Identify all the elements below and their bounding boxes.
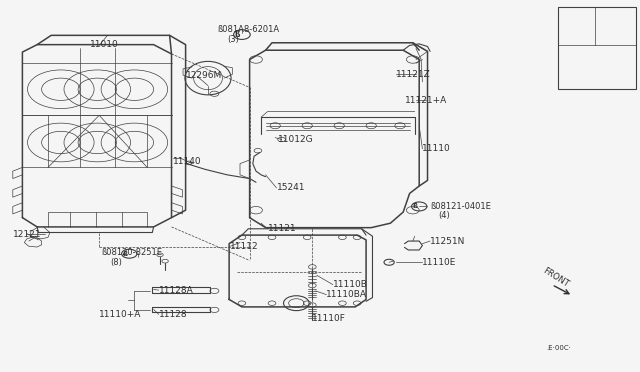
Text: 11112: 11112 — [230, 242, 259, 251]
Text: ß08121-0401E: ß08121-0401E — [430, 202, 491, 211]
Text: ß: ß — [412, 203, 417, 209]
Text: 11121Z: 11121Z — [396, 70, 430, 79]
Text: (3): (3) — [227, 35, 239, 44]
Bar — [558, 7, 636, 89]
Text: ß081A8-6201A: ß081A8-6201A — [218, 25, 280, 34]
Text: ß: ß — [122, 251, 127, 257]
Text: 11251N: 11251N — [430, 237, 465, 246]
Text: 11140: 11140 — [173, 157, 202, 166]
Text: 11110B: 11110B — [333, 280, 367, 289]
Text: .E·00C·: .E·00C· — [546, 345, 571, 351]
Text: ß08120-8251E: ß08120-8251E — [101, 248, 162, 257]
Text: 11128A: 11128A — [159, 286, 193, 295]
Text: 15241: 15241 — [276, 183, 305, 192]
Text: 11110E: 11110E — [422, 258, 457, 267]
Text: 11110F: 11110F — [312, 314, 346, 323]
Text: 11010: 11010 — [90, 40, 118, 49]
Text: 11110: 11110 — [422, 144, 451, 153]
Text: FRONT: FRONT — [541, 266, 570, 289]
Text: (8): (8) — [111, 258, 123, 267]
Text: 11012G: 11012G — [278, 135, 314, 144]
Text: 11128: 11128 — [159, 310, 188, 319]
Text: 11110BA: 11110BA — [326, 290, 367, 299]
Text: ß: ß — [235, 30, 240, 39]
Text: 12121: 12121 — [13, 230, 42, 239]
Text: 11110+A: 11110+A — [99, 310, 141, 319]
Text: 11121: 11121 — [268, 224, 296, 233]
Text: 12296M: 12296M — [186, 71, 222, 80]
Text: (4): (4) — [438, 211, 450, 220]
Text: 11121+A: 11121+A — [404, 96, 447, 105]
